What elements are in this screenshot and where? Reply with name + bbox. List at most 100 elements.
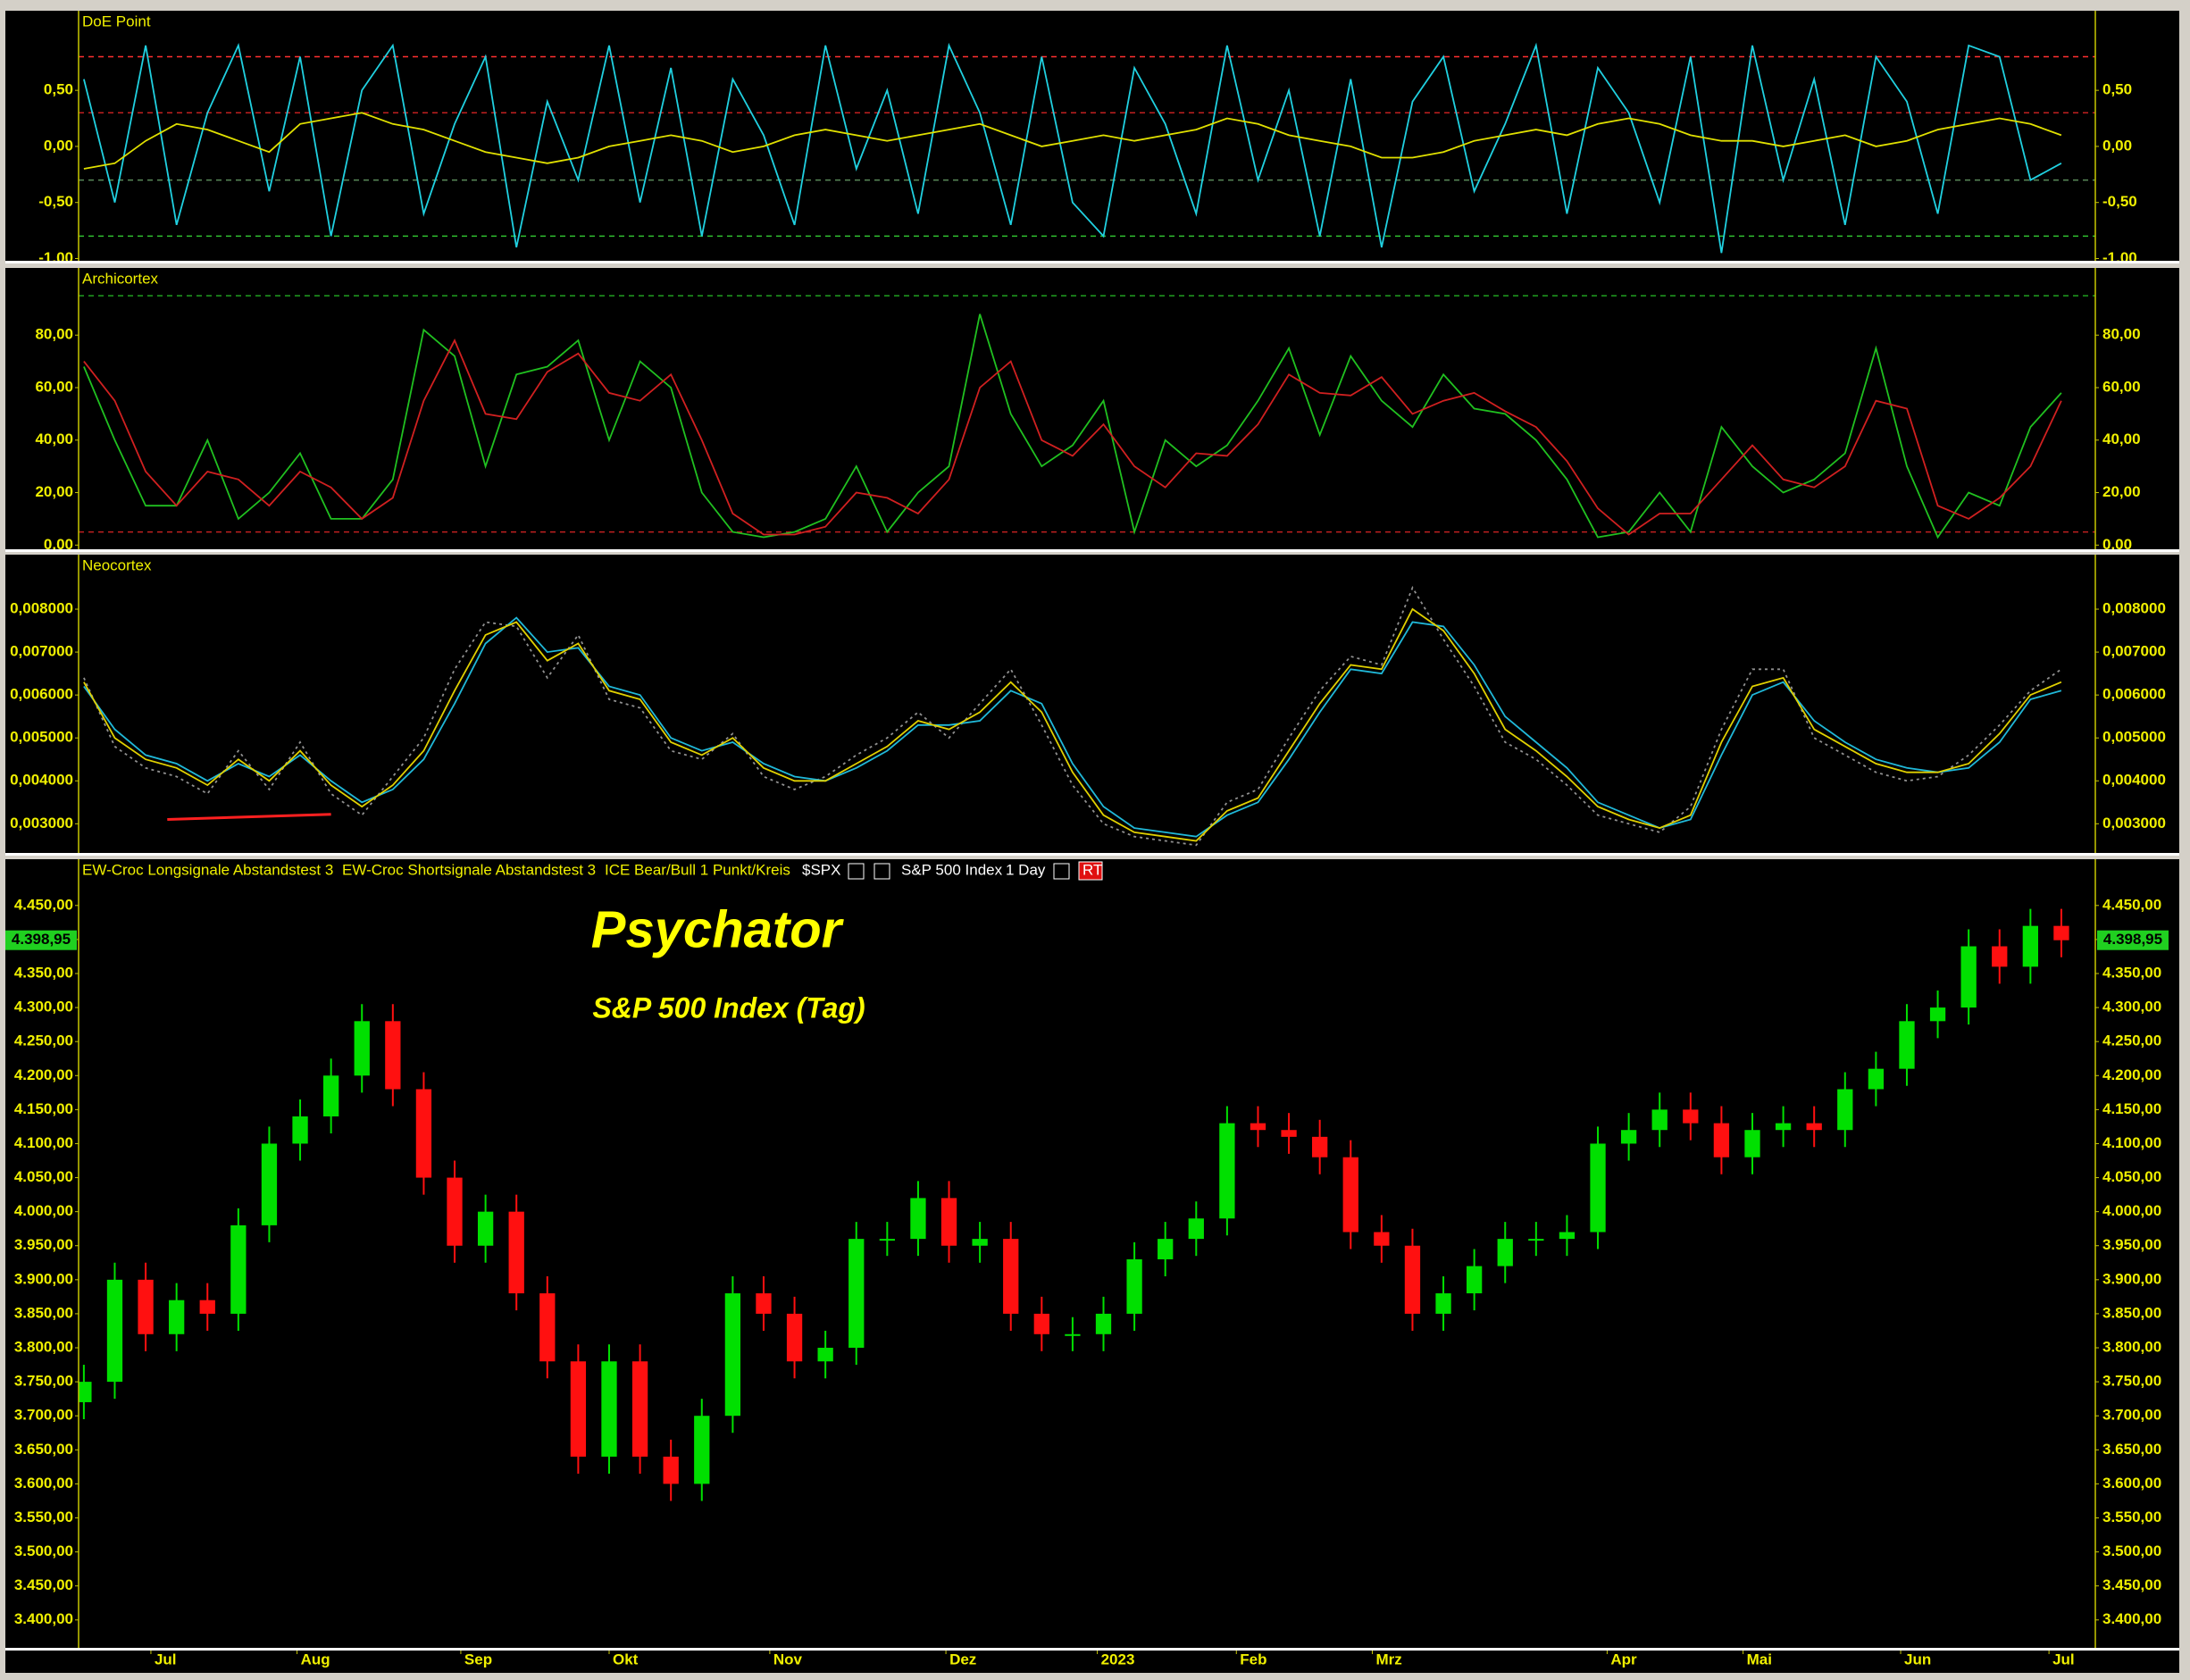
y-tick-label: 0,005000 <box>10 729 73 746</box>
y-tick-label: 3.750,00 <box>2102 1373 2161 1390</box>
candle-body <box>1775 1123 1792 1131</box>
candle-body <box>1404 1245 1421 1314</box>
chart-subtitle: S&P 500 Index (Tag) <box>592 991 865 1024</box>
candle-body <box>756 1293 772 1314</box>
y-tick-label: 3.650,00 <box>14 1441 73 1458</box>
candle-body <box>1497 1239 1513 1266</box>
candle-body <box>1620 1130 1637 1144</box>
dropdown[interactable] <box>1053 863 1070 880</box>
header-item: S&P 500 Index <box>901 861 1003 878</box>
y-tick-label: 4.050,00 <box>2102 1168 2161 1185</box>
candle-body <box>447 1177 463 1246</box>
candle-body <box>601 1361 617 1457</box>
panel <box>5 268 2179 549</box>
y-tick-label: 3.950,00 <box>14 1236 73 1253</box>
y-tick-label: -1,00 <box>2102 249 2137 266</box>
y-tick-label: 0,00 <box>2102 536 2132 553</box>
candle-body <box>1312 1136 1328 1158</box>
candle-body <box>848 1239 865 1349</box>
panel-title: DoE Point <box>82 13 151 29</box>
x-tick-label: Jul <box>2052 1651 2075 1667</box>
x-tick-label: Apr <box>1610 1651 1637 1667</box>
y-tick-label: 0,00 <box>2102 137 2132 154</box>
last-price-box <box>5 930 77 950</box>
x-tick-label: Jul <box>155 1651 177 1667</box>
candle-body <box>1837 1089 1853 1131</box>
last-price-box <box>2097 930 2169 950</box>
plot-area <box>83 585 2062 847</box>
candle-body <box>508 1211 524 1294</box>
y-tick-label: 40,00 <box>35 430 73 447</box>
candle-body <box>694 1416 710 1484</box>
y-tick-label: 3.400,00 <box>2102 1610 2161 1627</box>
y-tick-label: 0,003000 <box>10 815 73 832</box>
series-line <box>83 42 2062 254</box>
candle-body <box>910 1198 926 1240</box>
y-tick-label: 0,00 <box>44 536 73 553</box>
candle-body <box>1992 946 2008 967</box>
candle-body <box>1095 1313 1112 1334</box>
y-tick-label: 4.300,00 <box>14 999 73 1016</box>
candle-body <box>2022 925 2038 967</box>
dropdown[interactable] <box>848 863 865 880</box>
candle-body <box>1188 1218 1204 1240</box>
x-axis-strip <box>5 1648 2179 1673</box>
candle-body <box>570 1361 587 1457</box>
y-tick-label: 3.600,00 <box>2102 1475 2161 1492</box>
candle-body <box>1435 1293 1451 1314</box>
tick-labels: 0,003000 0,003000 0,004000 0,004000 0,005000… <box>10 600 2166 832</box>
candle-body <box>138 1279 154 1334</box>
y-tick-label: 0,50 <box>2102 81 2132 98</box>
y-tick-label: 3.450,00 <box>14 1576 73 1593</box>
dropdown[interactable] <box>873 863 890 880</box>
panel <box>5 11 2179 261</box>
y-tick-label: 3.950,00 <box>2102 1236 2161 1253</box>
y-tick-label: 3.650,00 <box>2102 1441 2161 1458</box>
candle-body <box>1466 1266 1483 1294</box>
y-tick-label: 3.500,00 <box>14 1542 73 1559</box>
x-tick-label: Feb <box>1240 1651 1266 1667</box>
last-price-label: 4.398,95 <box>12 931 71 948</box>
y-tick-label: 4.450,00 <box>14 896 73 913</box>
y-tick-label: -0,50 <box>2102 193 2137 210</box>
candle-body <box>1250 1123 1266 1131</box>
y-tick-label: 4.300,00 <box>2102 999 2161 1016</box>
y-tick-label: 20,00 <box>35 483 73 500</box>
candle-body <box>663 1456 679 1484</box>
y-tick-label: 0,50 <box>44 81 73 98</box>
panel <box>5 555 2179 853</box>
candle-body <box>415 1089 432 1178</box>
candle-body <box>79 1382 92 1402</box>
header-item: EW-Croc Longsignale Abstandstest 3 <box>82 861 333 878</box>
plot-area <box>79 42 2095 254</box>
y-tick-label: 40,00 <box>2102 430 2141 447</box>
y-tick-label: 3.400,00 <box>14 1610 73 1627</box>
y-tick-label: 3.850,00 <box>2102 1304 2161 1321</box>
candle-body <box>1126 1258 1142 1314</box>
candle-body <box>786 1313 803 1362</box>
header-item: $SPX <box>802 861 840 878</box>
y-tick-label: 60,00 <box>35 378 73 395</box>
series-line <box>83 585 2062 847</box>
candle-body <box>1683 1109 1699 1124</box>
candle-body <box>2053 925 2069 940</box>
candle-body <box>199 1300 215 1314</box>
candle-body <box>724 1293 741 1417</box>
y-tick-label: 4.250,00 <box>14 1032 73 1049</box>
y-tick-label: 0,00 <box>44 137 73 154</box>
candle-body <box>1806 1123 1822 1131</box>
x-tick-label: Aug <box>301 1651 330 1667</box>
y-tick-label: 0,007000 <box>10 643 73 660</box>
candle-body <box>1713 1123 1730 1158</box>
y-tick-label: 4.350,00 <box>14 964 73 981</box>
y-tick-label: 3.700,00 <box>2102 1407 2161 1424</box>
candle-body <box>106 1279 123 1383</box>
y-tick-label: -1,00 <box>38 249 73 266</box>
y-tick-label: 4.050,00 <box>14 1168 73 1185</box>
y-tick-label: 80,00 <box>2102 326 2141 343</box>
candle-body <box>1929 1007 1946 1022</box>
y-tick-label: 3.750,00 <box>14 1373 73 1390</box>
rt-badge <box>1078 861 1103 881</box>
x-tick-label: Sep <box>464 1651 492 1667</box>
y-tick-label: 3.700,00 <box>14 1407 73 1424</box>
